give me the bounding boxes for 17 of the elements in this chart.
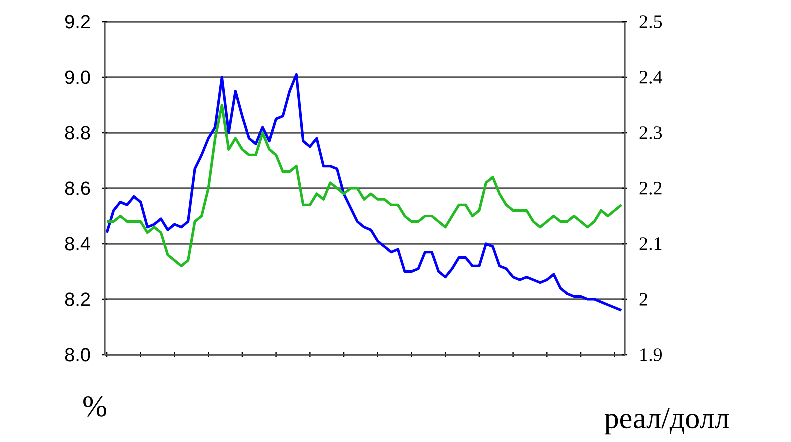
y2-tick-label: 2.3 [640,126,662,140]
y-tick-label: 8.6 [65,182,90,196]
y2-tick-label: 2.5 [640,16,662,28]
y-tick-label: 9.0 [65,70,90,84]
y2-tick-label: 1.9 [640,348,662,362]
y2-axis-title: реал/долл [604,408,730,435]
y2-tick-label: 2.2 [640,182,662,195]
y2-tick-label: 2.4 [640,71,662,84]
y-tick-label: 8.2 [65,292,90,306]
y-tick-label: 8.8 [65,126,90,140]
y-tick-label: 8.0 [65,348,90,362]
y-tick-label: 9.2 [65,15,90,29]
y2-tick-label: 2.1 [640,238,662,250]
y-tick-label: 8.4 [65,237,90,251]
y-axis-title: % [84,396,106,417]
y2-tick-label: 2 [640,293,648,306]
line-series [106,73,623,312]
